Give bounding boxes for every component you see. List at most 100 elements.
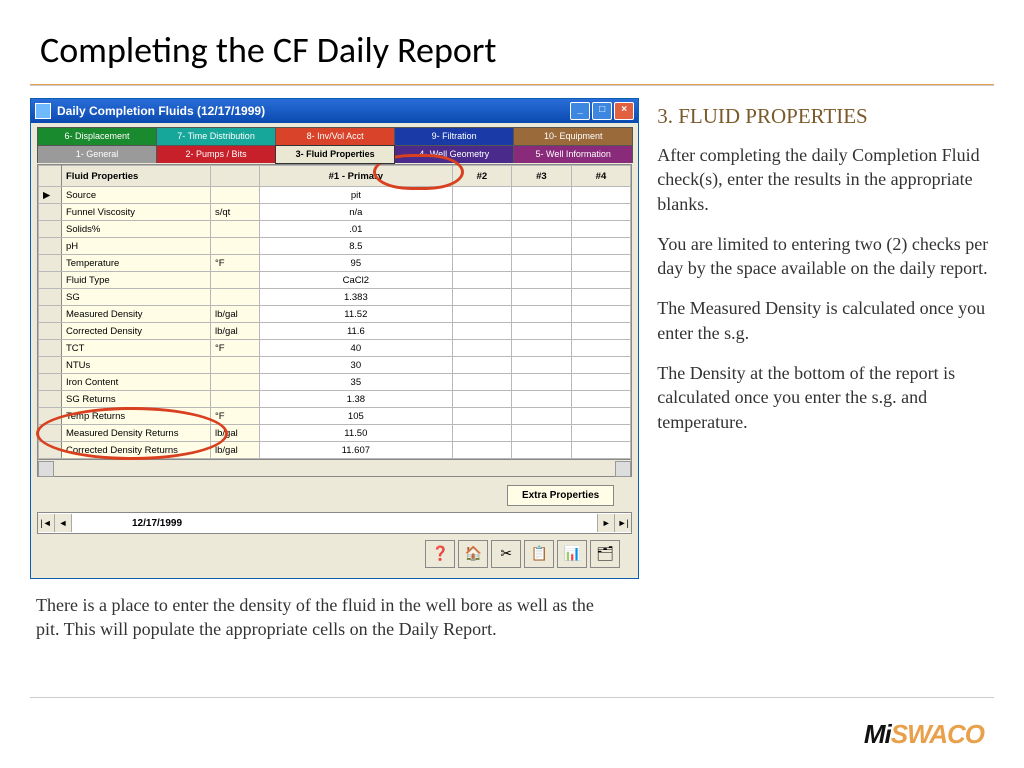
prop-value-4[interactable] xyxy=(571,221,631,238)
prop-value-3[interactable] xyxy=(512,221,572,238)
prop-value-2[interactable] xyxy=(452,187,512,204)
prop-value-4[interactable] xyxy=(571,187,631,204)
titlebar[interactable]: Daily Completion Fluids (12/17/1999) _ □… xyxy=(31,99,638,123)
prop-value-2[interactable] xyxy=(452,425,512,442)
prop-value-2[interactable] xyxy=(452,221,512,238)
tab-1-general[interactable]: 1- General xyxy=(37,145,157,163)
prop-value-4[interactable] xyxy=(571,425,631,442)
prop-value-3[interactable] xyxy=(512,272,572,289)
prop-value-4[interactable] xyxy=(571,255,631,272)
row-marker[interactable] xyxy=(39,425,62,442)
toolbar-icon-0[interactable]: ❓ xyxy=(425,540,455,568)
row-marker[interactable] xyxy=(39,306,62,323)
minimize-button[interactable]: _ xyxy=(570,102,590,120)
maximize-button[interactable]: □ xyxy=(592,102,612,120)
row-marker[interactable] xyxy=(39,289,62,306)
prop-value-1[interactable]: 95 xyxy=(260,255,453,272)
row-marker[interactable] xyxy=(39,442,62,459)
toolbar-icon-5[interactable]: 🗂 xyxy=(590,540,620,568)
row-marker[interactable]: ▶ xyxy=(39,187,62,204)
tab-3-fluid-properties[interactable]: 3- Fluid Properties xyxy=(275,145,395,164)
tab-4-well-geometry[interactable]: 4- Well Geometry xyxy=(394,145,514,163)
prop-value-4[interactable] xyxy=(571,272,631,289)
prop-value-1[interactable]: pit xyxy=(260,187,453,204)
prop-value-1[interactable]: 40 xyxy=(260,340,453,357)
toolbar-icon-1[interactable]: 🏠 xyxy=(458,540,488,568)
close-button[interactable]: × xyxy=(614,102,634,120)
prop-value-2[interactable] xyxy=(452,238,512,255)
toolbar-icon-4[interactable]: 📊 xyxy=(557,540,587,568)
prop-value-3[interactable] xyxy=(512,306,572,323)
prop-value-1[interactable]: 105 xyxy=(260,408,453,425)
nav-first-button[interactable]: |◄ xyxy=(38,514,55,532)
prop-value-2[interactable] xyxy=(452,289,512,306)
prop-value-4[interactable] xyxy=(571,289,631,306)
nav-next-button[interactable]: ► xyxy=(597,514,614,532)
tab-5-well-information[interactable]: 5- Well Information xyxy=(513,145,633,163)
prop-value-1[interactable]: 11.607 xyxy=(260,442,453,459)
prop-value-3[interactable] xyxy=(512,340,572,357)
prop-value-3[interactable] xyxy=(512,408,572,425)
prop-value-2[interactable] xyxy=(452,442,512,459)
prop-value-2[interactable] xyxy=(452,340,512,357)
prop-value-1[interactable]: 11.50 xyxy=(260,425,453,442)
prop-value-4[interactable] xyxy=(571,408,631,425)
prop-value-3[interactable] xyxy=(512,391,572,408)
prop-value-1[interactable]: 11.52 xyxy=(260,306,453,323)
prop-value-3[interactable] xyxy=(512,204,572,221)
prop-value-3[interactable] xyxy=(512,425,572,442)
row-marker[interactable] xyxy=(39,391,62,408)
prop-value-1[interactable]: 11.6 xyxy=(260,323,453,340)
prop-value-2[interactable] xyxy=(452,255,512,272)
prop-value-3[interactable] xyxy=(512,289,572,306)
prop-value-4[interactable] xyxy=(571,391,631,408)
prop-value-1[interactable]: .01 xyxy=(260,221,453,238)
prop-value-4[interactable] xyxy=(571,340,631,357)
prop-value-2[interactable] xyxy=(452,391,512,408)
tab-10-equipment[interactable]: 10- Equipment xyxy=(513,127,633,145)
prop-value-4[interactable] xyxy=(571,442,631,459)
prop-value-2[interactable] xyxy=(452,272,512,289)
prop-value-3[interactable] xyxy=(512,374,572,391)
tab-9-filtration[interactable]: 9- Filtration xyxy=(394,127,514,145)
prop-value-1[interactable]: 1.38 xyxy=(260,391,453,408)
prop-value-1[interactable]: n/a xyxy=(260,204,453,221)
row-marker[interactable] xyxy=(39,357,62,374)
prop-value-3[interactable] xyxy=(512,323,572,340)
extra-properties-button[interactable]: Extra Properties xyxy=(507,485,614,506)
row-marker[interactable] xyxy=(39,255,62,272)
row-marker[interactable] xyxy=(39,221,62,238)
prop-value-4[interactable] xyxy=(571,374,631,391)
toolbar-icon-2[interactable]: ✂ xyxy=(491,540,521,568)
horizontal-scrollbar[interactable] xyxy=(37,460,632,477)
toolbar-icon-3[interactable]: 📋 xyxy=(524,540,554,568)
prop-value-3[interactable] xyxy=(512,357,572,374)
nav-last-button[interactable]: ►| xyxy=(614,514,631,532)
prop-value-3[interactable] xyxy=(512,187,572,204)
prop-value-2[interactable] xyxy=(452,357,512,374)
prop-value-1[interactable]: CaCl2 xyxy=(260,272,453,289)
prop-value-1[interactable]: 30 xyxy=(260,357,453,374)
prop-value-1[interactable]: 8.5 xyxy=(260,238,453,255)
row-marker[interactable] xyxy=(39,238,62,255)
prop-value-4[interactable] xyxy=(571,323,631,340)
prop-value-4[interactable] xyxy=(571,204,631,221)
tab-2-pumps-bits[interactable]: 2- Pumps / Bits xyxy=(156,145,276,163)
prop-value-3[interactable] xyxy=(512,255,572,272)
prop-value-1[interactable]: 35 xyxy=(260,374,453,391)
prop-value-2[interactable] xyxy=(452,374,512,391)
row-marker[interactable] xyxy=(39,272,62,289)
tab-6-displacement[interactable]: 6- Displacement xyxy=(37,127,157,145)
prop-value-3[interactable] xyxy=(512,442,572,459)
prop-value-2[interactable] xyxy=(452,306,512,323)
prop-value-2[interactable] xyxy=(452,323,512,340)
prop-value-4[interactable] xyxy=(571,306,631,323)
prop-value-2[interactable] xyxy=(452,204,512,221)
nav-prev-button[interactable]: ◄ xyxy=(55,514,72,532)
prop-value-4[interactable] xyxy=(571,357,631,374)
prop-value-3[interactable] xyxy=(512,238,572,255)
row-marker[interactable] xyxy=(39,340,62,357)
prop-value-1[interactable]: 1.383 xyxy=(260,289,453,306)
tab-8-inv-vol-acct[interactable]: 8- Inv/Vol Acct xyxy=(275,127,395,145)
tab-7-time-distribution[interactable]: 7- Time Distribution xyxy=(156,127,276,145)
